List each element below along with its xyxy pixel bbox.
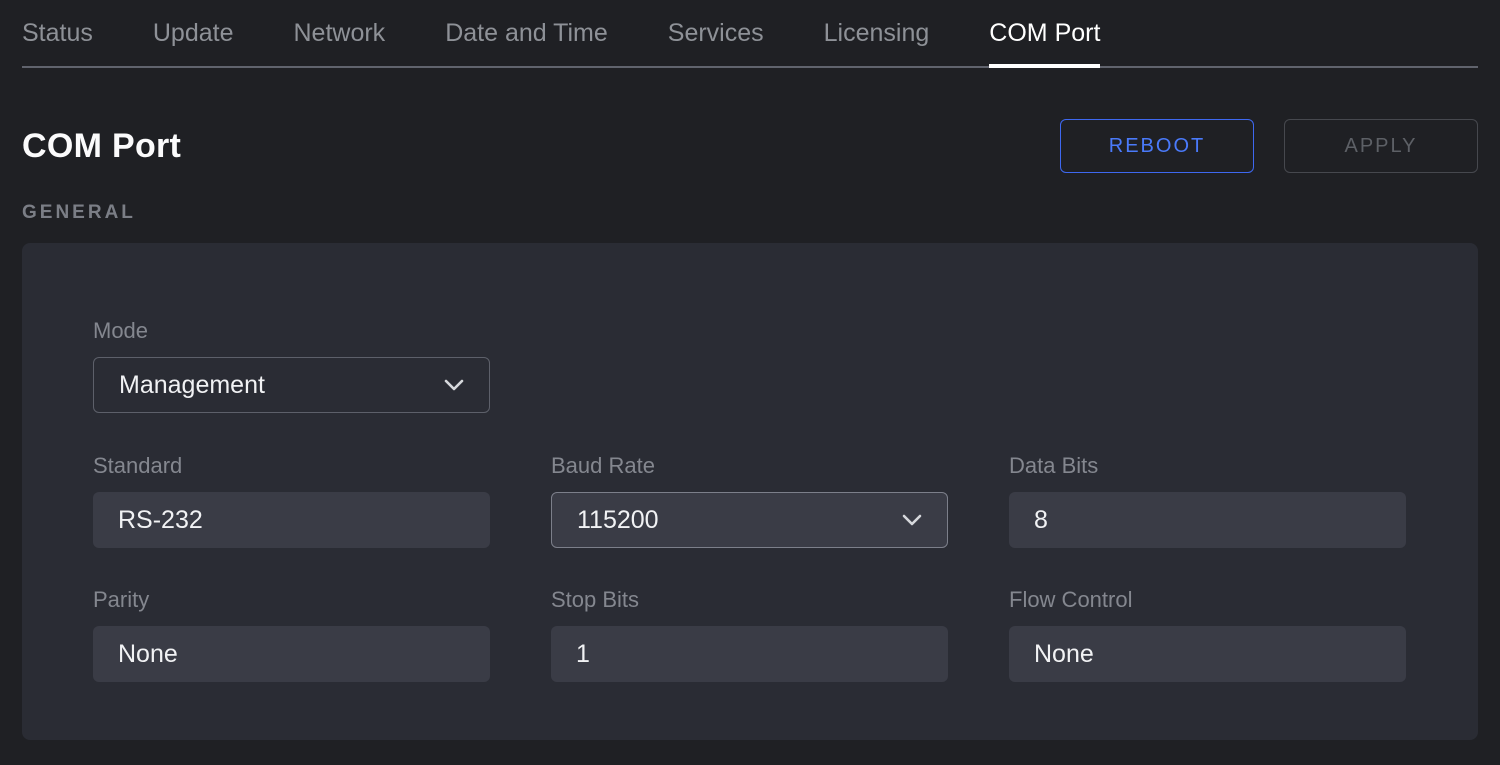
chevron-down-icon — [902, 514, 922, 526]
tab-status[interactable]: Status — [22, 0, 93, 66]
stop-bits-value: 1 — [576, 639, 590, 668]
tab-com-port[interactable]: COM Port — [989, 0, 1101, 68]
mode-value: Management — [119, 370, 265, 399]
general-card: Mode Management Standard RS-232 Baud Rat… — [22, 243, 1478, 740]
top-nav: Status Update Network Date and Time Serv… — [22, 0, 1478, 68]
tab-label: COM Port — [989, 18, 1101, 47]
parity-value: None — [118, 639, 178, 668]
stop-bits-field: 1 — [551, 626, 948, 682]
data-bits-field-group: Data Bits 8 — [1009, 453, 1406, 548]
serial-settings-grid: Standard RS-232 Baud Rate 115200 Data Bi… — [93, 453, 1406, 682]
stop-bits-label: Stop Bits — [551, 587, 640, 612]
apply-button[interactable]: APPLY — [1284, 119, 1478, 173]
mode-label: Mode — [93, 318, 149, 343]
standard-field: RS-232 — [93, 492, 490, 548]
page-title: COM Port — [22, 126, 182, 165]
tab-label: Date and Time — [445, 18, 608, 47]
data-bits-value: 8 — [1034, 505, 1048, 534]
reboot-button[interactable]: REBOOT — [1060, 119, 1254, 173]
tab-label: Status — [22, 18, 93, 47]
mode-field-group: Mode Management — [93, 318, 490, 413]
tab-update[interactable]: Update — [153, 0, 234, 66]
baud-rate-label: Baud Rate — [551, 453, 655, 478]
chevron-down-icon — [444, 379, 464, 391]
standard-label: Standard — [93, 453, 183, 478]
flow-control-field-group: Flow Control None — [1009, 587, 1406, 682]
tab-label: Licensing — [823, 18, 930, 47]
tab-label: Update — [152, 18, 234, 47]
parity-field-group: Parity None — [93, 587, 490, 682]
baud-rate-field-group: Baud Rate 115200 — [551, 453, 948, 548]
tab-date-and-time[interactable]: Date and Time — [445, 0, 608, 66]
standard-value: RS-232 — [118, 505, 203, 534]
header-actions: REBOOT APPLY — [1060, 119, 1478, 173]
tab-network[interactable]: Network — [294, 0, 386, 66]
flow-control-field: None — [1009, 626, 1406, 682]
standard-field-group: Standard RS-232 — [93, 453, 490, 548]
data-bits-label: Data Bits — [1009, 453, 1099, 478]
page: Status Update Network Date and Time Serv… — [22, 0, 1478, 740]
tab-services[interactable]: Services — [668, 0, 764, 66]
parity-field: None — [93, 626, 490, 682]
data-bits-field: 8 — [1009, 492, 1406, 548]
stop-bits-field-group: Stop Bits 1 — [551, 587, 948, 682]
flow-control-value: None — [1034, 639, 1094, 668]
flow-control-label: Flow Control — [1009, 587, 1133, 612]
page-header: COM Port REBOOT APPLY — [22, 119, 1478, 173]
mode-select[interactable]: Management — [93, 357, 490, 413]
baud-rate-select[interactable]: 115200 — [551, 492, 948, 548]
section-label-general: GENERAL — [22, 202, 136, 223]
tab-label: Network — [293, 18, 386, 47]
tab-licensing[interactable]: Licensing — [824, 0, 930, 66]
tab-label: Services — [667, 18, 764, 47]
parity-label: Parity — [93, 587, 150, 612]
baud-rate-value: 115200 — [577, 505, 659, 534]
